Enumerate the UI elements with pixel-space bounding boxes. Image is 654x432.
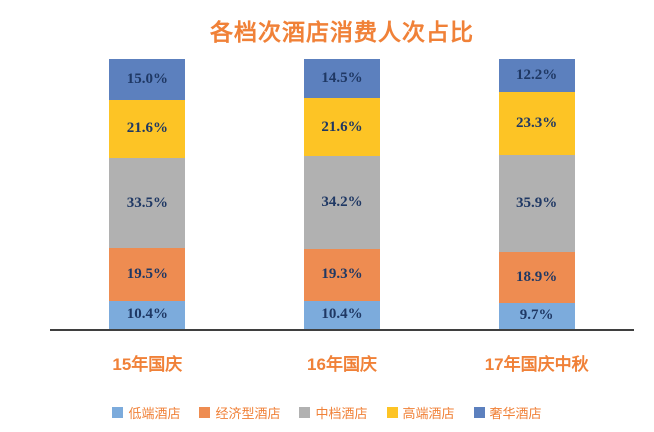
legend-label: 高端酒店 (402, 405, 455, 421)
data-label: 15.0% (126, 70, 168, 87)
plot-area: 15.0% 21.6% 33.5% 19.5% 10.4% 14.5% 21.6% 34.2%… (50, 59, 634, 331)
data-label: 18.9% (516, 268, 558, 285)
data-label: 34.2% (321, 194, 363, 211)
data-label: 10.4% (321, 306, 363, 323)
x-axis-category-labels: 15年国庆 16年国庆 17年国庆中秋 (50, 350, 634, 375)
bar-segment: 10.4% (304, 300, 380, 329)
legend-swatch-icon (473, 406, 485, 418)
bar-segment: 10.4% (109, 300, 186, 329)
bar-segment: 19.5% (109, 248, 186, 301)
bar-segment: 21.6% (109, 99, 186, 158)
legend-label: 低端酒店 (128, 405, 181, 421)
bar-segment: 35.9% (498, 154, 575, 252)
data-label: 19.5% (126, 266, 168, 283)
chart-title: 各档次酒店消费人次占比 (210, 19, 474, 45)
legend-swatch-icon (199, 406, 211, 418)
data-label: 12.2% (516, 67, 558, 83)
category-label-2: 16年国庆 (307, 355, 377, 374)
stacked-bar-1: 15.0% 21.6% 33.5% 19.5% 10.4% (109, 59, 186, 329)
legend-swatch-icon (386, 406, 398, 418)
bar-slot-2: 14.5% 21.6% 34.2% 19.3% 10.4% (245, 59, 440, 329)
data-label: 23.3% (516, 114, 558, 131)
legend-item: 奢华酒店 (473, 403, 542, 422)
bar-segment: 14.5% (304, 59, 380, 99)
stacked-bar-3: 12.2% 23.3% 35.9% 18.9% 9.7% (498, 59, 575, 329)
bar-slot-1: 15.0% 21.6% 33.5% 19.5% 10.4% (50, 59, 245, 329)
bar-segment: 18.9% (498, 251, 575, 303)
bar-slot-3: 12.2% 23.3% 35.9% 18.9% 9.7% (439, 59, 634, 329)
bar-segment: 9.7% (498, 302, 575, 329)
stacked-bar-2: 14.5% 21.6% 34.2% 19.3% 10.4% (304, 59, 380, 329)
data-label: 9.7% (519, 307, 554, 324)
bar-segment: 34.2% (304, 156, 380, 249)
category-label-1: 15年国庆 (112, 355, 183, 374)
bar-segment: 12.2% (498, 59, 575, 92)
legend-item: 经济型酒店 (199, 403, 280, 422)
data-label: 33.5% (126, 194, 168, 211)
legend: 低端酒店 经济型酒店 中档酒店 高端酒店 奢华酒店 (0, 401, 654, 423)
data-label: 21.6% (126, 120, 168, 137)
legend-label: 奢华酒店 (489, 405, 542, 421)
bar-segment: 21.6% (304, 98, 380, 157)
legend-item: 中档酒店 (299, 403, 368, 422)
legend-item: 低端酒店 (112, 403, 180, 422)
legend-item: 高端酒店 (386, 403, 455, 422)
legend-swatch-icon (299, 406, 311, 418)
data-label: 21.6% (321, 118, 363, 135)
bar-segment: 15.0% (109, 59, 186, 100)
data-label: 10.4% (126, 306, 168, 323)
legend-label: 中档酒店 (315, 405, 368, 421)
bar-segment: 19.3% (304, 248, 380, 301)
category-label-3: 17年国庆中秋 (484, 355, 589, 374)
bar-segment: 23.3% (498, 91, 575, 155)
data-label: 35.9% (516, 194, 558, 211)
legend-swatch-icon (112, 406, 124, 418)
data-label: 19.3% (321, 266, 363, 283)
bar-segment: 33.5% (109, 157, 186, 249)
legend-label: 经济型酒店 (215, 405, 281, 421)
data-label: 14.5% (321, 70, 363, 87)
